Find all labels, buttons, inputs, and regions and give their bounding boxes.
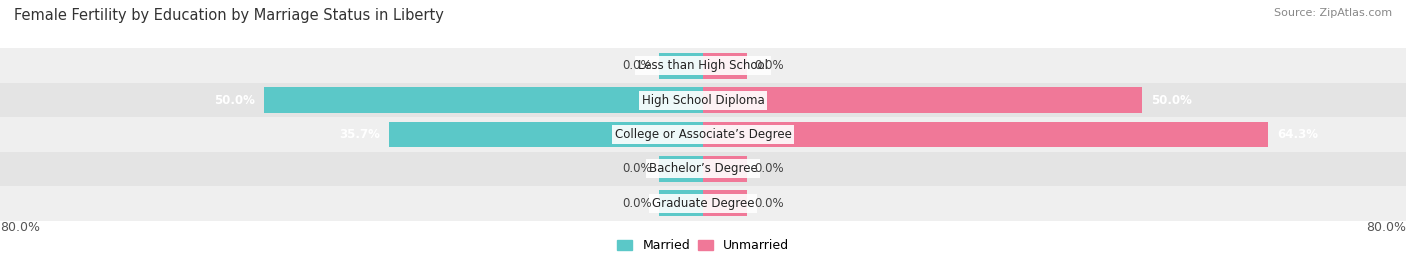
- Bar: [264, 87, 703, 113]
- Bar: [703, 87, 1142, 113]
- Bar: [0, 152, 1406, 186]
- Bar: [703, 122, 1268, 147]
- Bar: [659, 156, 703, 182]
- Text: 50.0%: 50.0%: [1152, 94, 1192, 107]
- Bar: [389, 122, 703, 147]
- Text: 80.0%: 80.0%: [1367, 221, 1406, 233]
- Legend: Married, Unmarried: Married, Unmarried: [617, 239, 789, 252]
- Bar: [659, 53, 703, 79]
- Bar: [703, 156, 747, 182]
- Text: 35.7%: 35.7%: [340, 128, 381, 141]
- Text: 64.3%: 64.3%: [1277, 128, 1317, 141]
- Bar: [659, 190, 703, 216]
- Text: Female Fertility by Education by Marriage Status in Liberty: Female Fertility by Education by Marriag…: [14, 8, 444, 23]
- Text: 0.0%: 0.0%: [754, 59, 783, 72]
- Text: 50.0%: 50.0%: [214, 94, 254, 107]
- Text: 80.0%: 80.0%: [0, 221, 39, 233]
- Bar: [0, 117, 1406, 152]
- Text: 0.0%: 0.0%: [754, 197, 783, 210]
- Text: Bachelor’s Degree: Bachelor’s Degree: [648, 162, 758, 175]
- Text: College or Associate’s Degree: College or Associate’s Degree: [614, 128, 792, 141]
- Text: 0.0%: 0.0%: [623, 162, 652, 175]
- Text: 0.0%: 0.0%: [623, 197, 652, 210]
- Bar: [703, 190, 747, 216]
- Text: High School Diploma: High School Diploma: [641, 94, 765, 107]
- Text: Source: ZipAtlas.com: Source: ZipAtlas.com: [1274, 8, 1392, 18]
- Bar: [703, 53, 747, 79]
- Text: 0.0%: 0.0%: [623, 59, 652, 72]
- Bar: [0, 83, 1406, 117]
- Text: Less than High School: Less than High School: [638, 59, 768, 72]
- Bar: [0, 48, 1406, 83]
- Text: Graduate Degree: Graduate Degree: [652, 197, 754, 210]
- Bar: [0, 186, 1406, 221]
- Text: 0.0%: 0.0%: [754, 162, 783, 175]
